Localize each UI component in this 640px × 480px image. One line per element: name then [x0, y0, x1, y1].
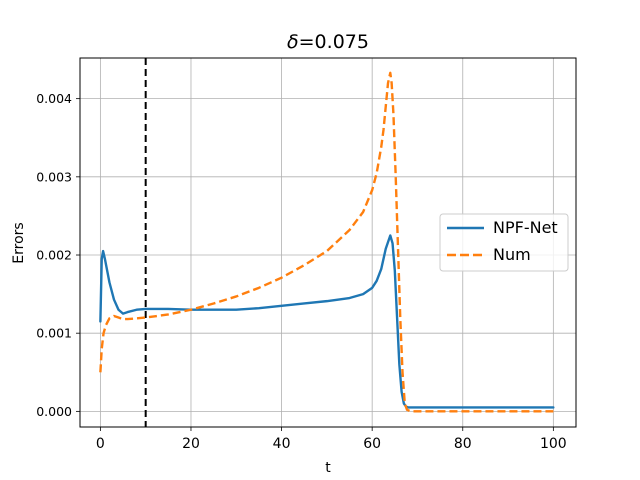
- legend-label-npf-net: NPF-Net: [493, 218, 558, 237]
- y-tick-label: 0.002: [36, 248, 72, 263]
- x-axis-label: t: [325, 460, 331, 476]
- series-line-npf-net: [99, 234, 555, 409]
- x-tick-label: 60: [363, 436, 381, 452]
- series-layer: [99, 71, 555, 413]
- legend-label-num: Num: [493, 245, 531, 264]
- y-tick-label: 0.004: [36, 91, 72, 106]
- series-line-num: [99, 71, 554, 413]
- x-tick-label: 100: [540, 436, 567, 452]
- legend: NPF-Net Num: [439, 213, 569, 272]
- grid: [80, 58, 576, 427]
- y-tick-label: 0.001: [36, 326, 72, 341]
- x-tick-label: 40: [273, 436, 291, 452]
- plot-area-frame: [79, 57, 577, 428]
- x-tick-label: 0: [96, 436, 105, 452]
- y-tick-label: 0.000: [36, 404, 72, 419]
- chart-title: δ=0.075: [287, 31, 369, 53]
- y-axis-label: Errors: [11, 222, 27, 263]
- y-tick-label: 0.003: [36, 169, 72, 184]
- title-symbol: δ: [287, 31, 299, 53]
- x-tick-label: 80: [454, 436, 472, 452]
- x-tick-label: 20: [182, 436, 200, 452]
- axis-ticks: 0 20 40 60 80 100 0.000 0.001 0.002 0.003 0.004: [36, 91, 567, 452]
- title-value: =0.075: [299, 31, 369, 53]
